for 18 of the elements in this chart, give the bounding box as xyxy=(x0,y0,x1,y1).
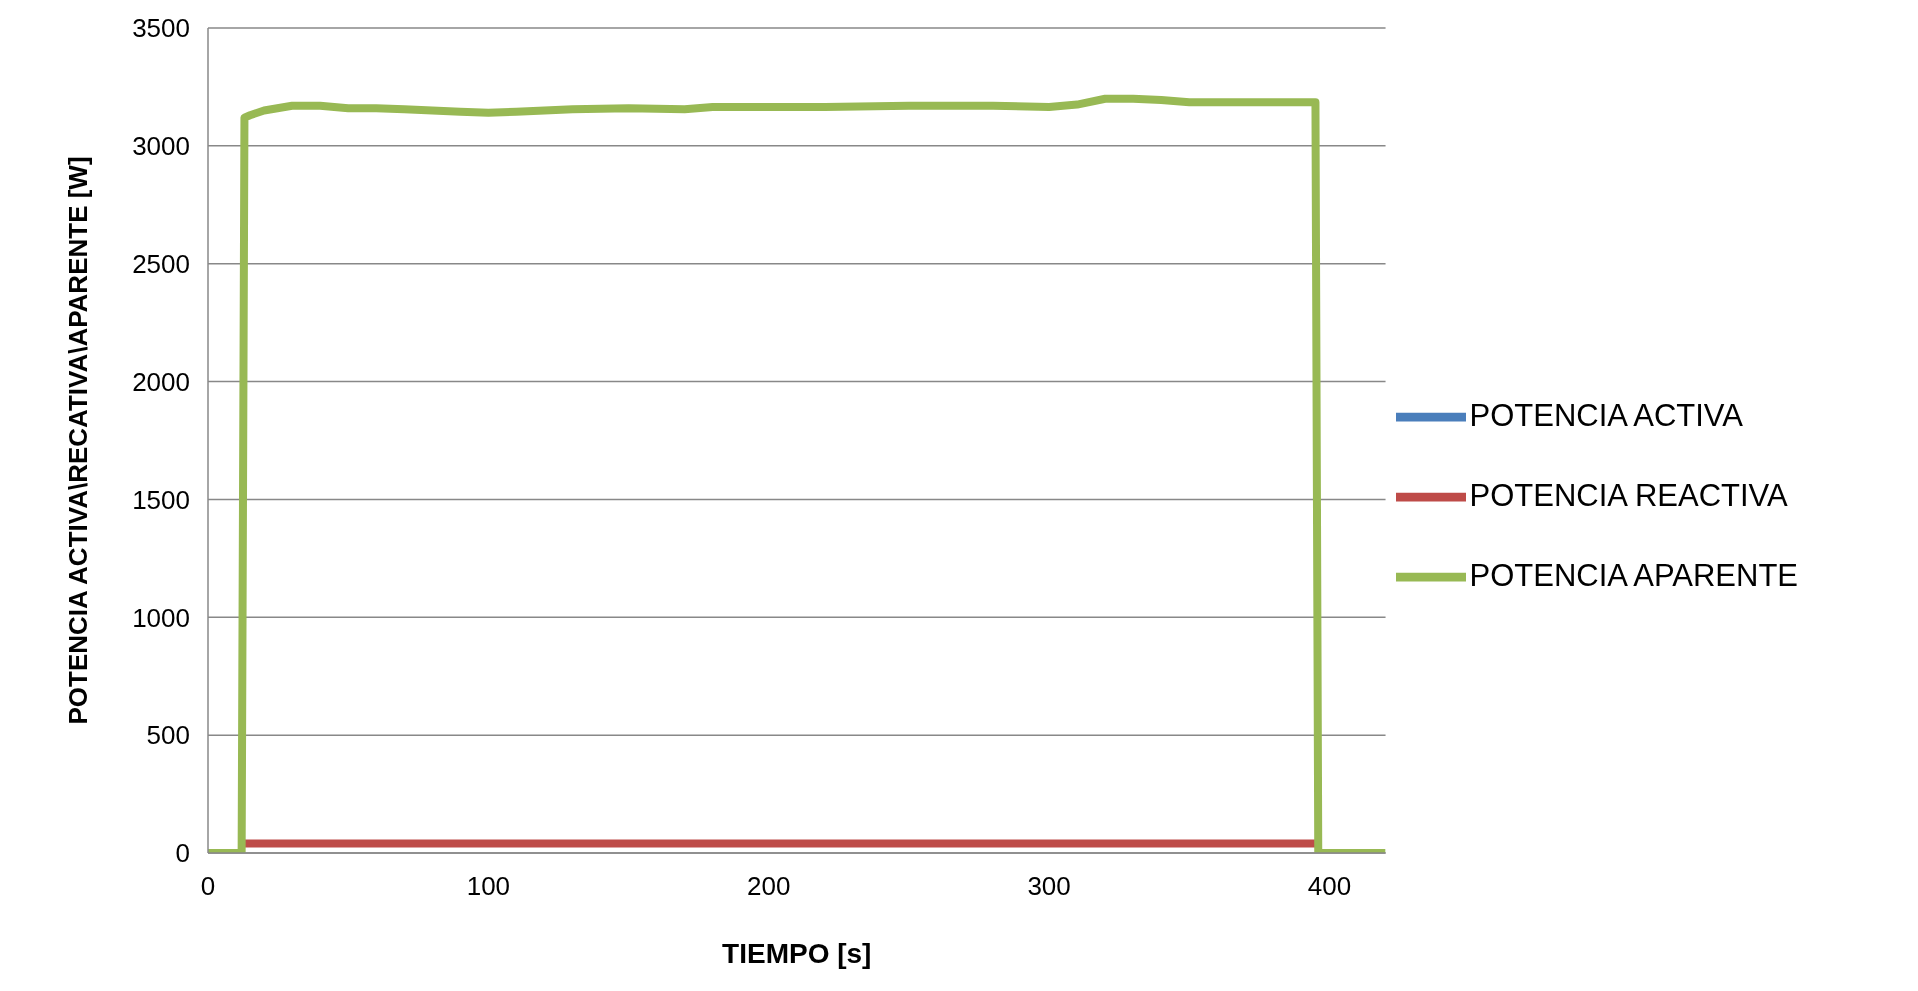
legend-label: POTENCIA APARENTE xyxy=(1469,557,1798,593)
y-tick-label: 1500 xyxy=(132,484,190,515)
y-tick-label: 2000 xyxy=(132,366,190,397)
y-tick-label: 2500 xyxy=(132,248,190,279)
x-tick-label: 100 xyxy=(466,871,511,902)
x-axis-title: TIEMPO [s] xyxy=(722,938,872,969)
x-tick-label: 300 xyxy=(1027,871,1071,902)
y-tick-label: 3500 xyxy=(132,13,190,44)
x-tick-label: 200 xyxy=(747,871,791,902)
y-tick-label: 3000 xyxy=(132,131,190,162)
legend-label: POTENCIA ACTIVA xyxy=(1469,397,1743,433)
y-axis-title: POTENCIA ACTIVA\RECATIVA\APARENTE [W] xyxy=(63,156,94,725)
x-tick-label: 400 xyxy=(1307,871,1352,902)
y-tick-label: 1000 xyxy=(132,602,190,633)
x-tick-label: 0 xyxy=(200,871,216,902)
y-tick-label: 0 xyxy=(175,838,190,869)
legend-label: POTENCIA REACTIVA xyxy=(1469,477,1788,513)
y-tick-label: 500 xyxy=(146,720,190,751)
